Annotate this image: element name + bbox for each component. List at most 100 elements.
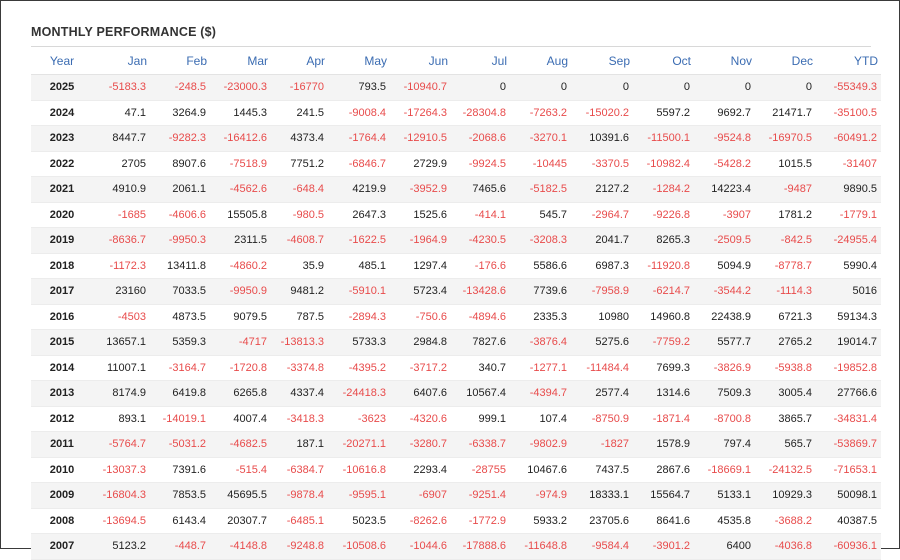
value-cell: -4320.6 bbox=[390, 406, 451, 432]
value-cell: -13694.5 bbox=[93, 508, 150, 534]
value-cell: 5597.2 bbox=[633, 100, 694, 126]
value-cell: -8262.6 bbox=[390, 508, 451, 534]
year-cell: 2016 bbox=[31, 304, 93, 330]
value-cell: 14960.8 bbox=[633, 304, 694, 330]
value-cell: -5764.7 bbox=[93, 431, 150, 458]
value-cell: 9890.5 bbox=[816, 176, 881, 203]
value-cell: -8750.9 bbox=[571, 406, 633, 432]
value-cell: 2984.8 bbox=[390, 329, 451, 356]
table-row: 2023 8447.7 -9282.3 -16412.6 4373.4 -1764.4 -1… bbox=[31, 125, 881, 152]
value-cell: 10391.6 bbox=[571, 125, 633, 152]
value-cell: 6721.3 bbox=[755, 304, 816, 330]
value-cell: 10567.4 bbox=[451, 380, 510, 407]
value-cell: -4503 bbox=[93, 304, 150, 330]
value-cell: -11500.1 bbox=[633, 125, 694, 152]
value-cell: -9487 bbox=[755, 176, 816, 203]
value-cell: 1525.6 bbox=[390, 202, 451, 228]
column-header-ytd: YTD bbox=[816, 47, 881, 75]
value-cell: -4717 bbox=[210, 329, 271, 356]
value-cell: 23160 bbox=[93, 278, 150, 305]
value-cell: 4219.9 bbox=[328, 176, 390, 203]
value-cell: -9248.8 bbox=[271, 533, 328, 560]
value-cell: 2577.4 bbox=[571, 380, 633, 407]
value-cell: 20307.7 bbox=[210, 508, 271, 534]
value-cell: 2311.5 bbox=[210, 227, 271, 254]
value-cell: 241.5 bbox=[271, 100, 328, 126]
value-cell: 5023.5 bbox=[328, 508, 390, 534]
value-cell: 2061.1 bbox=[150, 176, 210, 203]
column-header-nov: Nov bbox=[694, 47, 755, 75]
value-cell: 6143.4 bbox=[150, 508, 210, 534]
year-cell: 2018 bbox=[31, 253, 93, 279]
value-cell: -28755 bbox=[451, 457, 510, 483]
year-cell: 2014 bbox=[31, 355, 93, 381]
year-cell: 2011 bbox=[31, 431, 93, 458]
value-cell: -3907 bbox=[694, 202, 755, 228]
value-cell: 40387.5 bbox=[816, 508, 881, 534]
value-cell: -8778.7 bbox=[755, 253, 816, 279]
value-cell: 7391.6 bbox=[150, 457, 210, 483]
value-cell: -9226.8 bbox=[633, 202, 694, 228]
value-cell: -7958.9 bbox=[571, 278, 633, 305]
value-cell: 7827.6 bbox=[451, 329, 510, 356]
value-cell: 6419.8 bbox=[150, 380, 210, 407]
value-cell: 1578.9 bbox=[633, 431, 694, 458]
value-cell: -14019.1 bbox=[150, 406, 210, 432]
value-cell: -34831.4 bbox=[816, 406, 881, 432]
value-cell: -12910.5 bbox=[390, 125, 451, 152]
value-cell: 2041.7 bbox=[571, 227, 633, 254]
value-cell: -11920.8 bbox=[633, 253, 694, 279]
value-cell: 45695.5 bbox=[210, 482, 271, 509]
value-cell: -3164.7 bbox=[150, 355, 210, 381]
value-cell: 5990.4 bbox=[816, 253, 881, 279]
year-cell: 2021 bbox=[31, 176, 93, 203]
table-row: 2007 5123.2 -448.7 -4148.8 -9248.8 -10508.6 -1… bbox=[31, 533, 881, 560]
value-cell: 6265.8 bbox=[210, 380, 271, 407]
column-header-mar: Mar bbox=[210, 47, 271, 75]
value-cell: -648.4 bbox=[271, 176, 328, 203]
value-cell: 8641.6 bbox=[633, 508, 694, 534]
value-cell: 5723.4 bbox=[390, 278, 451, 305]
value-cell: -3826.9 bbox=[694, 355, 755, 381]
value-cell: 2293.4 bbox=[390, 457, 451, 483]
value-cell: -9924.5 bbox=[451, 151, 510, 177]
value-cell: 1297.4 bbox=[390, 253, 451, 279]
column-header-aug: Aug bbox=[510, 47, 571, 75]
value-cell: 11007.1 bbox=[93, 355, 150, 381]
year-cell: 2015 bbox=[31, 329, 93, 356]
value-cell: 13657.1 bbox=[93, 329, 150, 356]
column-header-year: Year bbox=[31, 47, 93, 75]
value-cell: 1445.3 bbox=[210, 100, 271, 126]
value-cell: 6407.6 bbox=[390, 380, 451, 407]
value-cell: -9802.9 bbox=[510, 431, 571, 458]
year-cell: 2013 bbox=[31, 380, 93, 407]
column-header-apr: Apr bbox=[271, 47, 328, 75]
value-cell: -9878.4 bbox=[271, 482, 328, 509]
value-cell: -10616.8 bbox=[328, 457, 390, 483]
year-cell: 2010 bbox=[31, 457, 93, 483]
value-cell: 1781.2 bbox=[755, 202, 816, 228]
value-cell: -9595.1 bbox=[328, 482, 390, 509]
value-cell: 107.4 bbox=[510, 406, 571, 432]
table-row: 2015 13657.1 5359.3 -4717 -13813.3 5733.3 2984… bbox=[31, 329, 881, 356]
value-cell: -1964.9 bbox=[390, 227, 451, 254]
value-cell: -5183.3 bbox=[93, 74, 150, 101]
value-cell: -5182.5 bbox=[510, 176, 571, 203]
value-cell: -7759.2 bbox=[633, 329, 694, 356]
value-cell: 35.9 bbox=[271, 253, 328, 279]
value-cell: -4148.8 bbox=[210, 533, 271, 560]
value-cell: 545.7 bbox=[510, 202, 571, 228]
value-cell: 0 bbox=[694, 74, 755, 101]
value-cell: 8907.6 bbox=[150, 151, 210, 177]
value-cell: -35100.5 bbox=[816, 100, 881, 126]
value-cell: 893.1 bbox=[93, 406, 150, 432]
value-cell: 6987.3 bbox=[571, 253, 633, 279]
value-cell: 5359.3 bbox=[150, 329, 210, 356]
value-cell: 10929.3 bbox=[755, 482, 816, 509]
value-cell: -9950.3 bbox=[150, 227, 210, 254]
value-cell: 13411.8 bbox=[150, 253, 210, 279]
value-cell: 14223.4 bbox=[694, 176, 755, 203]
table-body: 2025 -5183.3 -248.5 -23000.3 -16770 793.5 -109… bbox=[31, 74, 881, 560]
value-cell: -3717.2 bbox=[390, 355, 451, 381]
value-cell: 4007.4 bbox=[210, 406, 271, 432]
